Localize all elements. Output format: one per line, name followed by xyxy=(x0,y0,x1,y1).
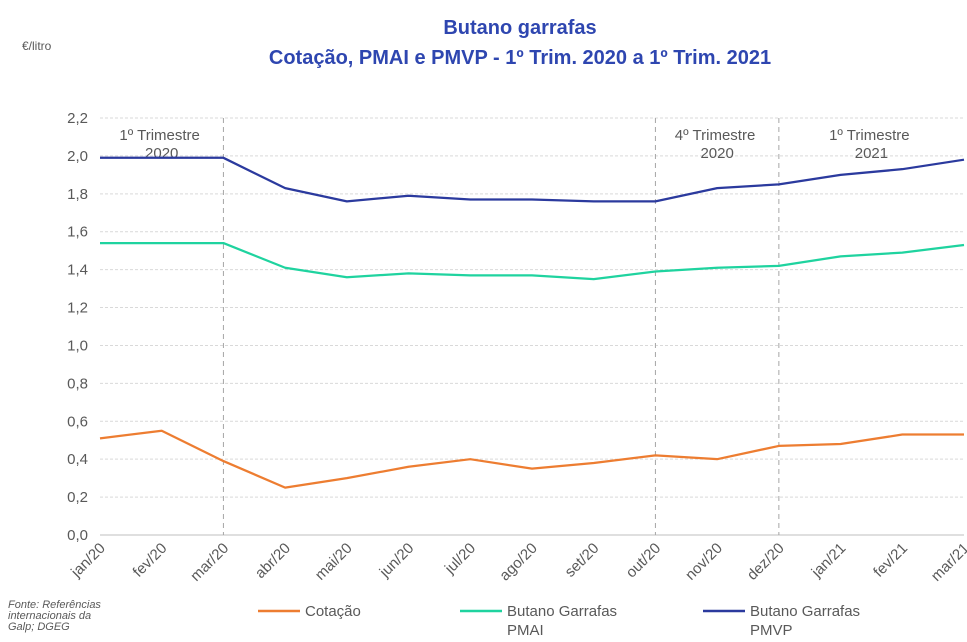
x-tick-label: jan/21 xyxy=(808,540,850,582)
x-tick-label: abr/20 xyxy=(252,540,294,582)
y-tick-label: 1,4 xyxy=(67,262,88,279)
x-tick-label: jul/20 xyxy=(441,540,479,578)
legend-label: Butano Garrafas PMVP xyxy=(750,603,864,639)
y-tick-label: 0,2 xyxy=(67,489,88,506)
series-line xyxy=(99,429,964,489)
y-tick-label: 0,4 xyxy=(67,451,88,468)
x-tick-label: jun/20 xyxy=(376,540,418,582)
series-line xyxy=(100,241,965,281)
period-annotation: 4º Trimestre 2020 xyxy=(675,127,760,162)
x-tick-label: nov/20 xyxy=(682,540,726,584)
source-note: Fonte: Referências internacionais da Gal… xyxy=(8,599,104,633)
y-tick-label: 0,6 xyxy=(67,413,88,430)
x-tick-label: out/20 xyxy=(623,540,665,582)
x-tick-label: mar/21 xyxy=(928,540,967,585)
y-tick-label: 1,2 xyxy=(67,300,88,317)
x-tick-label: fev/20 xyxy=(130,540,171,581)
y-tick-label: 1,6 xyxy=(67,224,88,241)
x-tick-label: mar/20 xyxy=(187,540,232,585)
x-tick-label: ago/20 xyxy=(496,540,540,584)
chart-title: Butano garrafas xyxy=(443,17,596,39)
legend-label: Butano Garrafas PMAI xyxy=(507,603,621,639)
x-tick-label: set/20 xyxy=(562,540,603,581)
x-tick-label: dez/20 xyxy=(744,540,788,584)
y-tick-label: 1,0 xyxy=(67,337,88,354)
y-tick-label: 0,0 xyxy=(67,527,88,544)
y-tick-label: 1,8 xyxy=(67,186,88,203)
series-line xyxy=(100,156,965,203)
y-tick-label: 2,2 xyxy=(67,110,88,127)
x-tick-label: fev/21 xyxy=(870,540,911,581)
y-tick-label: 0,8 xyxy=(67,375,88,392)
y-tick-label: 2,0 xyxy=(67,148,88,165)
legend-label: Cotação xyxy=(305,603,361,620)
period-annotation: 1º Trimestre 2021 xyxy=(829,127,914,162)
x-tick-label: mai/20 xyxy=(312,540,356,584)
chart-subtitle: Cotação, PMAI e PMVP - 1º Trim. 2020 a 1… xyxy=(269,47,771,69)
x-tick-label: jan/20 xyxy=(67,540,109,582)
y-axis-label: €/litro xyxy=(22,39,52,53)
